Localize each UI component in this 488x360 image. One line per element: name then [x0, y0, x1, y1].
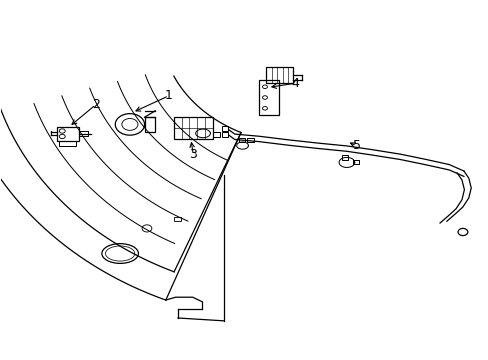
Text: 5: 5 [352, 139, 360, 152]
Bar [221, 126, 228, 131]
Bar [144, 117, 155, 132]
Bar [341, 155, 347, 159]
Bar [79, 131, 88, 136]
Bar [57, 127, 79, 140]
Bar [238, 138, 244, 142]
Bar [59, 140, 76, 146]
Text: 1: 1 [164, 89, 172, 102]
Bar [259, 80, 278, 116]
Bar [173, 217, 181, 221]
Bar [173, 117, 212, 139]
Text: 2: 2 [92, 98, 100, 111]
Bar [266, 67, 293, 83]
Text: 4: 4 [291, 77, 299, 90]
Bar [352, 159, 358, 164]
Bar [221, 132, 228, 137]
Bar [247, 138, 253, 142]
Bar [212, 132, 219, 137]
Text: 3: 3 [189, 148, 197, 161]
